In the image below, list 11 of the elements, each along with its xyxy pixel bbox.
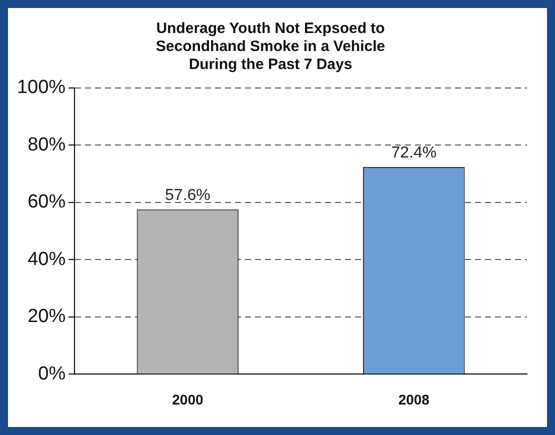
chart-title: Underage Youth Not Expsoed to Secondhand Smoke in a Vehicle During the Past 7 Days — [156, 20, 386, 74]
y-tick-label: 60% — [28, 192, 66, 213]
y-tick-label: 0% — [38, 363, 66, 384]
y-tick-label: 40% — [28, 248, 66, 270]
y-tick-label: 20% — [28, 306, 66, 328]
data-label: 72.4% — [391, 144, 437, 162]
data-label: 57.6% — [165, 186, 210, 204]
y-tick-label: 100% — [16, 77, 66, 98]
x-tick-label: 2008 — [398, 391, 430, 408]
y-tick-label: 80% — [28, 134, 66, 156]
x-tick-label: 2000 — [172, 391, 204, 408]
